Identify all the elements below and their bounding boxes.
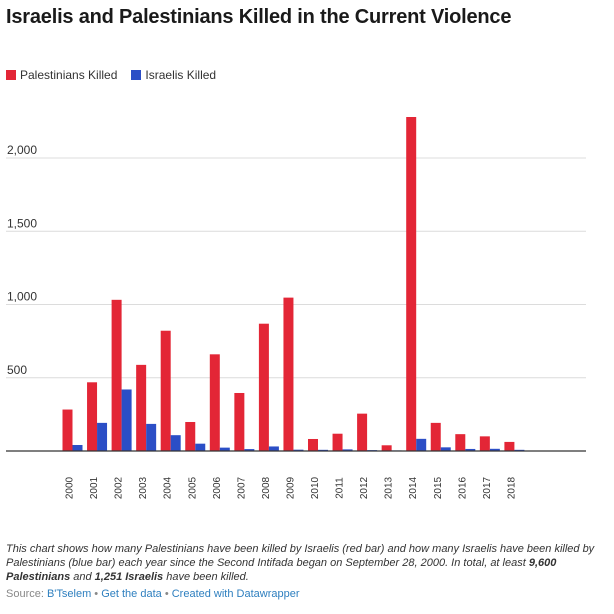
x-tick-label: 2015 <box>433 476 444 499</box>
x-tick-label: 2009 <box>285 476 296 499</box>
bar-palestinians <box>234 392 245 451</box>
legend-swatch-palestinians <box>6 70 16 80</box>
x-tick-label: 2012 <box>359 476 370 499</box>
legend-label-palestinians: Palestinians Killed <box>20 68 118 82</box>
bar-palestinians <box>160 330 171 451</box>
x-tick-label: 2002 <box>114 476 125 499</box>
footer-separator: • <box>91 588 102 600</box>
bar-israelis <box>293 449 304 451</box>
bar-palestinians <box>136 364 147 451</box>
x-tick-label: 2007 <box>236 476 247 499</box>
y-tick-label: 2,000 <box>7 143 37 157</box>
bar-israelis <box>465 448 476 451</box>
x-tick-label: 2011 <box>335 477 346 499</box>
note-palestinians-total: 9,600 Palestinians <box>6 557 557 583</box>
bar-israelis <box>440 447 451 451</box>
bar-israelis <box>170 435 181 451</box>
bar-israelis <box>97 422 108 451</box>
bar-palestinians <box>308 438 318 451</box>
bar-palestinians <box>62 409 73 451</box>
x-tick-label: 2003 <box>138 476 149 499</box>
x-tick-label: 2008 <box>261 476 272 499</box>
footer: Source: B'Tselem • Get the data • Create… <box>6 588 300 600</box>
x-tick-label: 2000 <box>65 476 76 499</box>
y-tick-label: 1,500 <box>7 216 37 230</box>
y-tick-label: 500 <box>7 363 27 377</box>
legend-label-israelis: Israelis Killed <box>145 68 217 82</box>
bar-chart: 500 1,000 1,500 2,000 2000 2001 2002 2003 2004 20… <box>6 117 586 499</box>
legend-item-israelis: Israelis Killed <box>131 68 216 82</box>
chart-title: Israelis and Palestinians Killed in the … <box>6 6 512 28</box>
x-tick-label: 2018 <box>506 476 517 499</box>
x-tick-label: 2013 <box>384 476 395 499</box>
bar-palestinians <box>332 433 343 451</box>
bar-israelis <box>121 389 132 451</box>
bar-palestinians <box>381 445 392 451</box>
bar-palestinians <box>357 413 368 451</box>
get-data-link[interactable]: Get the data <box>101 588 162 600</box>
x-tick-label: 2004 <box>163 476 174 499</box>
bar-palestinians <box>209 354 220 451</box>
bar-israelis <box>342 449 353 451</box>
note-text-suffix: have been killed. <box>163 571 249 583</box>
bar-palestinians <box>455 434 466 451</box>
bar-israelis <box>146 423 157 451</box>
legend-item-palestinians: Palestinians Killed <box>6 68 117 82</box>
bar-israelis <box>244 449 255 451</box>
bar-palestinians <box>504 441 515 451</box>
y-tick-label: 1,000 <box>7 290 37 304</box>
x-tick-label: 2001 <box>89 476 100 499</box>
bar-israelis <box>195 443 206 451</box>
footer-separator: • <box>161 588 172 600</box>
legend-swatch-israelis <box>131 70 142 80</box>
bar-israelis <box>489 448 500 451</box>
source-link[interactable]: B'Tselem <box>46 588 92 600</box>
legend: Palestinians Killed Israelis Killed <box>6 68 230 82</box>
bar-palestinians <box>185 421 196 451</box>
x-tick-label: 2017 <box>482 476 493 499</box>
note-text-prefix: This chart shows how many Palestinians h… <box>6 543 595 569</box>
bar-palestinians <box>111 299 122 451</box>
bar-palestinians <box>479 436 490 451</box>
bar-israelis <box>72 444 83 451</box>
x-tick-label: 2016 <box>457 476 468 499</box>
datawrapper-link[interactable]: Created with Datawrapper <box>171 588 300 600</box>
bar-palestinians <box>87 382 98 451</box>
bar-israelis <box>416 438 427 451</box>
chart-description: This chart shows how many Palestinians h… <box>6 542 606 584</box>
bar-palestinians <box>258 323 269 451</box>
bar-israelis <box>268 446 279 451</box>
bar-palestinians <box>406 117 417 451</box>
source-label: Source: <box>6 588 47 600</box>
bar-palestinians <box>283 297 294 451</box>
x-tick-label: 2014 <box>408 476 419 499</box>
x-tick-label: 2010 <box>310 476 321 499</box>
note-text-middle: and <box>70 571 95 583</box>
x-tick-label: 2005 <box>187 476 198 499</box>
bar-israelis <box>219 447 230 451</box>
x-tick-label: 2006 <box>212 476 223 499</box>
bar-palestinians <box>430 422 441 451</box>
note-israelis-total: 1,251 Israelis <box>94 571 164 583</box>
